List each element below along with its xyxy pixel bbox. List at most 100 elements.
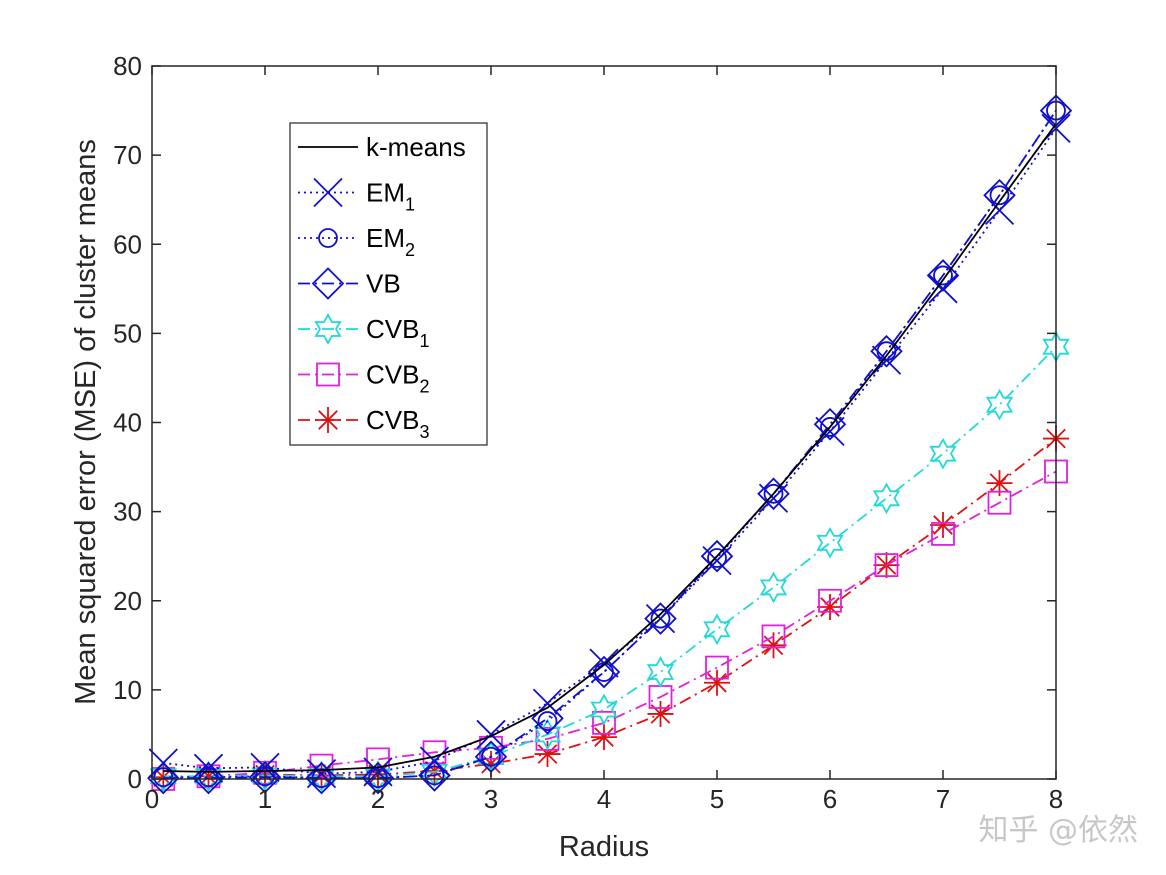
data-point — [705, 655, 729, 680]
data-point — [587, 655, 621, 689]
data-point — [368, 768, 388, 789]
data-point — [985, 388, 1014, 421]
data-point — [702, 546, 732, 576]
data-point — [930, 511, 956, 538]
data-point — [591, 724, 617, 751]
data-point — [758, 483, 789, 513]
marker-stroke — [476, 719, 506, 750]
data-point — [193, 753, 224, 783]
marker-stroke — [645, 603, 676, 634]
data-point — [984, 195, 1015, 226]
marker-stroke — [989, 473, 1010, 493]
series-cvb1 — [149, 330, 1070, 793]
data-point — [761, 624, 786, 649]
series-vb — [147, 94, 1073, 795]
marker-stroke — [928, 274, 958, 304]
legend-label-subscript: 2 — [405, 240, 415, 260]
legend-marker — [315, 407, 341, 433]
data-point — [704, 669, 730, 696]
legend-item: VB — [298, 267, 401, 300]
data-point — [481, 746, 501, 767]
data-point — [763, 483, 784, 504]
series-k-means — [163, 123, 1057, 773]
legend-marker — [314, 313, 342, 345]
marker-stroke — [318, 410, 338, 430]
data-point — [986, 470, 1013, 497]
data-point — [929, 437, 957, 470]
data-point — [424, 765, 445, 786]
legend-marker — [311, 267, 345, 300]
x-tick-label: 1 — [258, 784, 272, 814]
marker-stroke — [193, 753, 224, 783]
x-tick-label: 6 — [823, 784, 837, 814]
legend-item: k-means — [298, 132, 466, 162]
data-point — [926, 259, 960, 292]
data-point — [647, 700, 674, 727]
marker-stroke — [815, 416, 845, 447]
y-tick-label: 70 — [113, 140, 142, 170]
y-tick-label: 80 — [113, 51, 142, 81]
data-point — [871, 345, 902, 375]
marker-stroke — [933, 515, 953, 535]
data-point — [987, 490, 1012, 515]
marker-stroke — [702, 546, 732, 576]
marker-stroke — [481, 754, 501, 774]
marker-stroke — [820, 597, 840, 617]
data-point — [872, 482, 901, 515]
data-point — [592, 710, 616, 735]
data-point — [645, 603, 676, 634]
data-point — [476, 719, 506, 750]
series-line — [163, 110, 1057, 779]
series-line — [163, 470, 1057, 780]
marker-stroke — [419, 746, 450, 776]
data-point — [533, 718, 562, 751]
legend-label-subscript: 2 — [419, 377, 429, 397]
marker-stroke — [306, 759, 337, 789]
x-tick-label: 0 — [145, 784, 159, 814]
legend-marker — [318, 228, 338, 248]
data-point — [306, 759, 337, 789]
marker-stroke — [707, 672, 727, 693]
marker-stroke — [758, 483, 789, 513]
y-tick-label: 50 — [113, 318, 142, 348]
legend-marker — [313, 177, 343, 208]
legend-marker — [316, 362, 340, 387]
plot-frame — [151, 65, 1057, 780]
data-point — [816, 526, 844, 559]
series-cvb3 — [150, 425, 1069, 791]
marker-stroke — [871, 345, 902, 375]
data-point — [420, 756, 449, 788]
x-tick-label: 4 — [597, 784, 611, 814]
data-point — [650, 608, 671, 629]
data-point — [818, 588, 842, 613]
marker-stroke — [148, 748, 178, 778]
series-em1 — [148, 113, 1071, 789]
y-tick-label: 10 — [113, 675, 142, 705]
data-point — [364, 760, 392, 793]
data-point — [311, 768, 332, 789]
data-point — [590, 693, 618, 726]
series-cvb2 — [151, 459, 1068, 791]
legend-label-subscript: 3 — [419, 422, 429, 442]
marker-stroke — [594, 727, 614, 747]
data-point — [874, 553, 899, 577]
x-tick-label: 2 — [371, 784, 385, 814]
data-point — [820, 417, 840, 437]
data-point — [703, 613, 731, 646]
data-point — [248, 760, 282, 794]
legend-label-subscript: 1 — [419, 331, 429, 351]
data-point — [149, 760, 177, 793]
data-point — [707, 548, 727, 568]
data-layer — [147, 94, 1073, 795]
y-tick-label: 20 — [113, 586, 142, 616]
watermark: 知乎 @依然 — [978, 813, 1138, 848]
data-point — [759, 571, 788, 604]
data-point — [931, 522, 955, 546]
data-point — [644, 602, 677, 635]
marker-stroke — [250, 752, 280, 783]
data-point — [815, 416, 845, 447]
x-tick-label: 5 — [710, 784, 724, 814]
legend-label: VB — [366, 269, 401, 299]
